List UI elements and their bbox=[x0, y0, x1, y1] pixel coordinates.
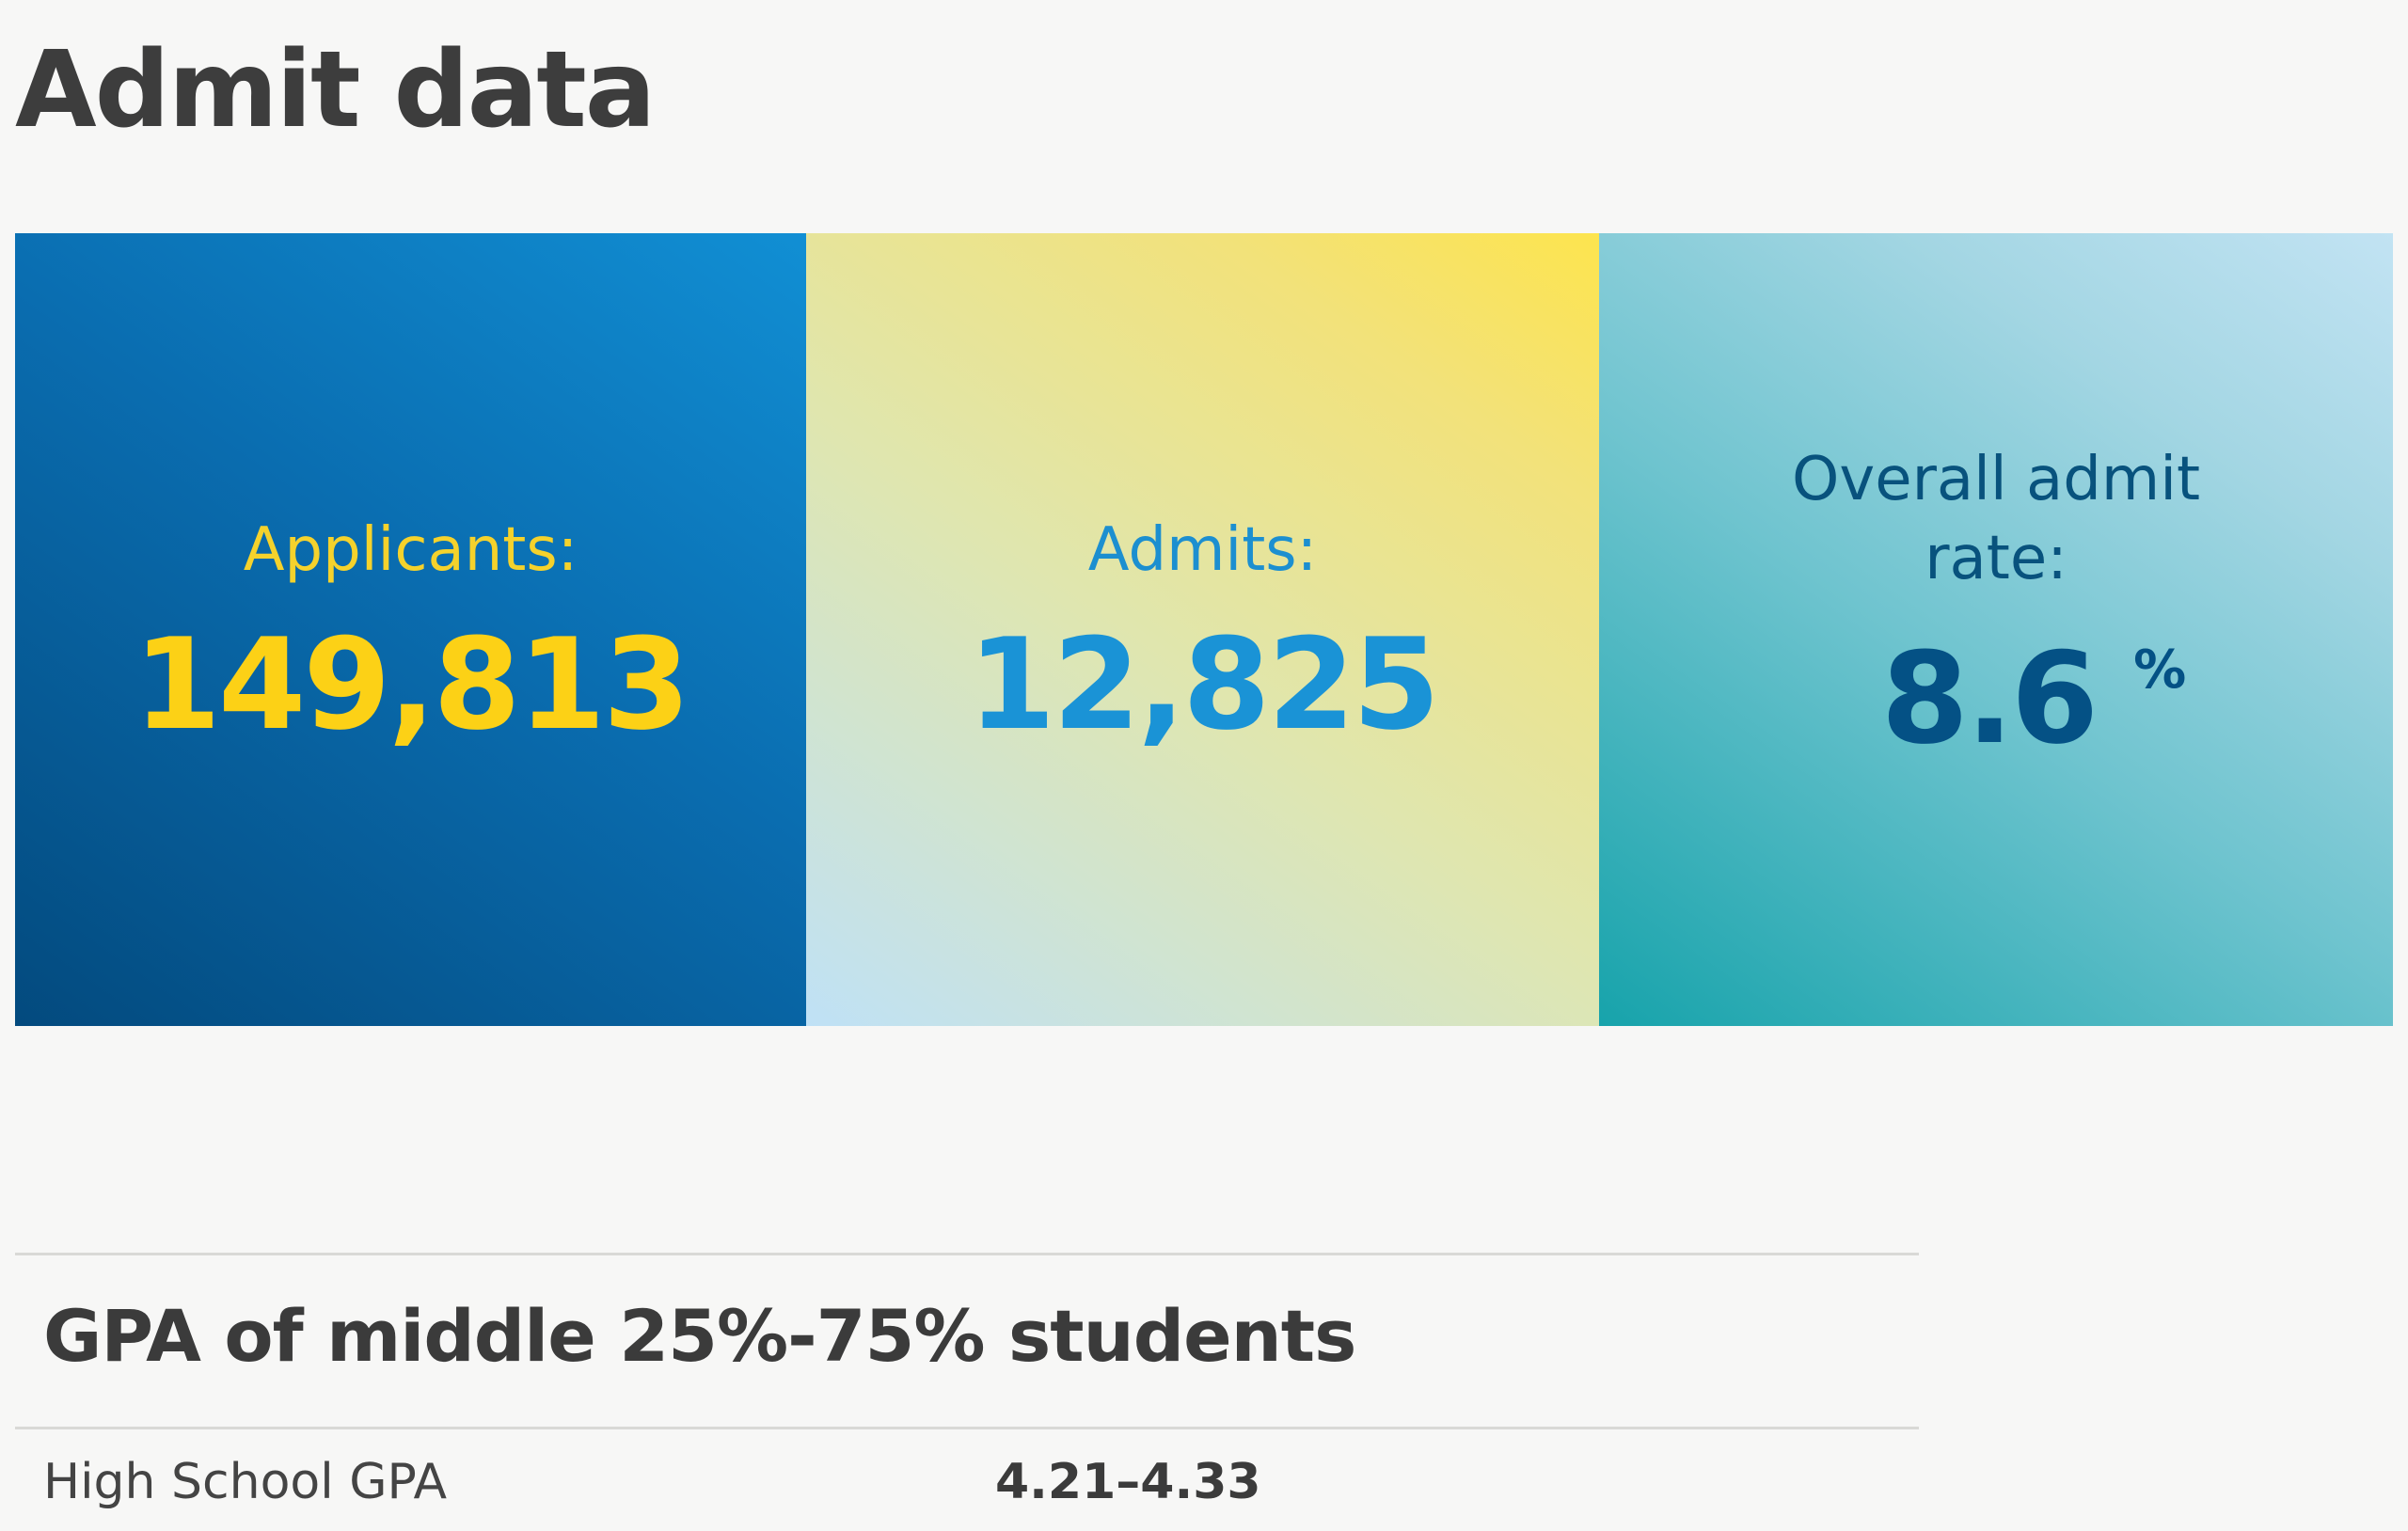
gpa-row-value: 4.21–4.33 bbox=[995, 1454, 1261, 1510]
admits-tile: Admits: 12,825 bbox=[806, 233, 1599, 1026]
applicants-tile: Applicants: 149,813 bbox=[15, 233, 806, 1026]
admit-rate-tile: Overall admit rate: 8.6 % bbox=[1599, 233, 2393, 1026]
gpa-section-title: GPA of middle 25%-75% students bbox=[43, 1294, 1356, 1378]
admit-rate-value: 8.6 bbox=[1880, 624, 2099, 772]
page-title: Admit data bbox=[15, 29, 656, 151]
admit-rate-label: Overall admit rate: bbox=[1791, 445, 2201, 593]
applicants-label: Applicants: bbox=[243, 514, 578, 585]
admit-rate-value-group: 8.6 % bbox=[1881, 636, 2187, 762]
gpa-section: GPA of middle 25%-75% students High Scho… bbox=[15, 1253, 1919, 1531]
section-divider bbox=[15, 1253, 1919, 1255]
stats-panel: Applicants: 149,813 Admits: 12,825 Overa… bbox=[15, 233, 2393, 1026]
admit-rate-unit: % bbox=[2133, 639, 2187, 701]
admits-label: Admits: bbox=[1087, 514, 1318, 585]
row-divider bbox=[15, 1427, 1919, 1429]
gpa-row-label: High School GPA bbox=[43, 1454, 448, 1510]
admits-value: 12,825 bbox=[967, 611, 1440, 759]
table-row: High School GPA 4.21–4.33 bbox=[15, 1429, 1919, 1531]
applicants-value: 149,813 bbox=[133, 611, 690, 759]
